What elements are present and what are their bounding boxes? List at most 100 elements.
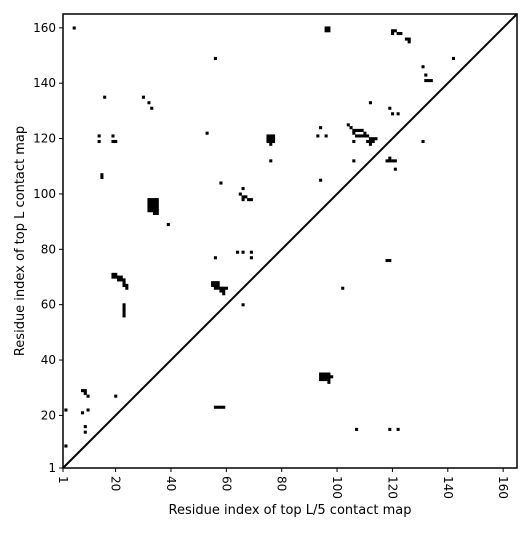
contact-point bbox=[316, 134, 320, 138]
contact-point bbox=[122, 283, 126, 287]
plot-frame bbox=[62, 13, 518, 469]
contact-point bbox=[222, 292, 226, 296]
contact-point bbox=[324, 26, 328, 30]
contact-point bbox=[341, 286, 345, 290]
contact-point bbox=[83, 430, 87, 434]
x-tick-label: 20 bbox=[109, 476, 123, 491]
contact-point bbox=[272, 139, 276, 144]
contact-point bbox=[385, 159, 389, 163]
contact-point bbox=[327, 378, 331, 382]
contact-point bbox=[269, 139, 273, 144]
contact-point bbox=[111, 139, 115, 144]
contact-point bbox=[385, 258, 389, 263]
contact-point bbox=[363, 134, 367, 138]
contact-point bbox=[83, 425, 87, 429]
contact-point bbox=[166, 223, 170, 227]
contact-point bbox=[150, 200, 154, 204]
contact-point bbox=[155, 198, 159, 202]
contact-point bbox=[352, 128, 356, 132]
contact-point bbox=[371, 137, 375, 141]
contact-point bbox=[249, 250, 253, 254]
contact-point bbox=[116, 275, 121, 279]
contact-point bbox=[327, 372, 331, 376]
contact-point bbox=[371, 139, 375, 144]
y-tick-label: 160 bbox=[33, 21, 56, 35]
contact-point bbox=[213, 281, 217, 285]
y-tick-label: 140 bbox=[33, 76, 56, 90]
contact-point bbox=[116, 278, 121, 282]
contact-point bbox=[111, 134, 115, 138]
y-tick-label: 60 bbox=[41, 298, 56, 312]
contact-point bbox=[451, 56, 456, 60]
contact-point bbox=[424, 79, 428, 83]
contact-point bbox=[324, 134, 328, 138]
contact-point bbox=[150, 206, 154, 210]
contact-point bbox=[219, 181, 223, 185]
contact-point bbox=[122, 308, 126, 312]
y-tick-label: 100 bbox=[33, 187, 56, 201]
contact-point bbox=[241, 187, 245, 191]
contact-point bbox=[324, 29, 328, 33]
contact-point bbox=[83, 391, 87, 395]
y-axis-label: Residue index of top L contact map bbox=[13, 126, 28, 356]
contact-point bbox=[319, 178, 323, 182]
contact-point bbox=[368, 142, 372, 146]
contact-point bbox=[324, 372, 328, 376]
contact-point bbox=[152, 203, 157, 207]
contact-point bbox=[125, 286, 129, 290]
contact-point bbox=[213, 286, 217, 290]
contact-point bbox=[150, 106, 154, 110]
contact-point bbox=[249, 256, 253, 260]
x-tick-label: 80 bbox=[275, 476, 289, 491]
contact-point bbox=[80, 389, 85, 393]
contact-point bbox=[321, 378, 325, 382]
contact-point bbox=[363, 131, 367, 135]
contact-point bbox=[388, 427, 392, 431]
contact-point bbox=[111, 275, 115, 279]
contact-point bbox=[236, 250, 240, 254]
contact-point bbox=[366, 134, 370, 138]
contact-point bbox=[269, 142, 273, 146]
contact-point bbox=[319, 126, 323, 130]
contact-point bbox=[399, 31, 403, 36]
contact-point bbox=[114, 139, 118, 144]
contact-point bbox=[352, 139, 356, 144]
contact-point bbox=[97, 134, 101, 138]
contact-point bbox=[407, 40, 411, 44]
contact-point bbox=[147, 203, 151, 207]
contact-point bbox=[222, 289, 226, 293]
contact-point bbox=[155, 211, 159, 215]
contact-point bbox=[368, 139, 372, 144]
contact-point bbox=[388, 106, 392, 110]
contact-point bbox=[150, 209, 154, 213]
contact-point bbox=[266, 134, 270, 138]
contact-point bbox=[421, 65, 425, 69]
x-tick-label: 160 bbox=[496, 476, 510, 499]
contact-point bbox=[147, 206, 151, 210]
contact-point bbox=[391, 112, 395, 116]
y-tick-label: 40 bbox=[41, 353, 56, 367]
x-tick-label: 40 bbox=[164, 476, 178, 491]
contact-point bbox=[391, 31, 395, 36]
contact-point bbox=[388, 159, 392, 163]
contact-point bbox=[272, 137, 276, 141]
contact-point bbox=[152, 198, 157, 202]
contact-point bbox=[346, 123, 350, 127]
contact-point bbox=[216, 281, 220, 285]
x-tick-label: 1 bbox=[56, 476, 70, 484]
contact-point bbox=[396, 112, 400, 116]
contact-point bbox=[324, 378, 328, 382]
diagonal-line bbox=[62, 13, 518, 469]
contact-point bbox=[404, 37, 408, 41]
contact-point bbox=[119, 275, 123, 279]
contact-point bbox=[319, 372, 323, 376]
contact-point bbox=[427, 79, 431, 83]
contact-point bbox=[269, 134, 273, 138]
contact-point bbox=[100, 175, 104, 180]
contact-point bbox=[241, 303, 245, 307]
contact-point bbox=[388, 258, 392, 263]
contact-point bbox=[152, 211, 157, 215]
contact-point bbox=[355, 128, 359, 132]
